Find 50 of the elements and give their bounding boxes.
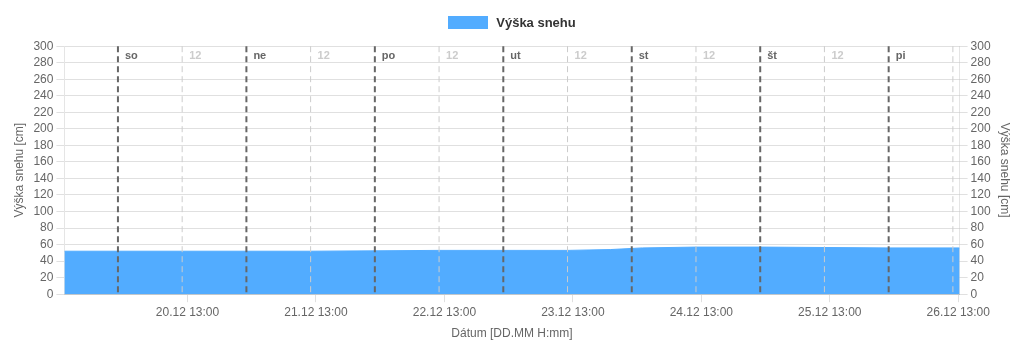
y2-tick-label: 220 bbox=[970, 104, 991, 119]
y2-tick-label: 280 bbox=[970, 55, 991, 70]
y2-tick-label: 100 bbox=[970, 203, 991, 218]
y2-tick-label: 300 bbox=[970, 38, 991, 53]
ref-line-label: pi bbox=[895, 48, 906, 61]
y2-tick-label: 80 bbox=[970, 220, 985, 235]
y-tick-label: 60 bbox=[40, 236, 54, 251]
ref-line-label: po bbox=[381, 48, 396, 61]
y2-tick-label: 240 bbox=[970, 88, 991, 103]
y2-tick-label: 180 bbox=[970, 137, 991, 152]
y-tick-label: 240 bbox=[33, 88, 54, 103]
y2-tick-label: 20 bbox=[970, 269, 985, 284]
x-axis-title: Dátum [DD.MM H:mm] bbox=[451, 326, 573, 341]
y2-tick-label: 260 bbox=[970, 71, 991, 86]
y-tick-label: 120 bbox=[33, 187, 54, 202]
y-tick-label: 180 bbox=[33, 137, 54, 152]
y-tick-label: 260 bbox=[33, 71, 54, 86]
x-tick-label: 25.12 13:00 bbox=[798, 304, 862, 319]
y-tick-label: 100 bbox=[33, 203, 54, 218]
legend-label: Výška snehu bbox=[496, 14, 576, 30]
y-tick-label: 220 bbox=[33, 104, 54, 119]
y2-axis-title: Výška snehu [cm] bbox=[998, 122, 1013, 218]
ref-line-label: št bbox=[767, 48, 778, 61]
y-tick-label: 20 bbox=[40, 269, 54, 284]
y2-tick-label: 0 bbox=[970, 286, 978, 301]
y-tick-label: 280 bbox=[33, 55, 54, 70]
y2-tick-label: 160 bbox=[970, 154, 991, 169]
y-axis-title: Výška snehu [cm] bbox=[11, 122, 26, 218]
y2-tick-label: 140 bbox=[970, 170, 991, 185]
y2-tick-label: 60 bbox=[970, 236, 985, 251]
x-tick-label: 26.12 13:00 bbox=[926, 304, 991, 319]
y2-tick-label: 200 bbox=[970, 121, 991, 136]
x-tick-label: 23.12 13:00 bbox=[541, 304, 605, 319]
y2-tick-label: 40 bbox=[970, 253, 985, 268]
ref-line-label: so bbox=[124, 48, 139, 61]
y-tick-label: 0 bbox=[46, 286, 54, 301]
y-tick-label: 300 bbox=[33, 38, 54, 53]
x-tick-label: 22.12 13:00 bbox=[412, 304, 477, 319]
x-tick-label: 21.12 13:00 bbox=[284, 304, 348, 319]
y-tick-label: 200 bbox=[33, 121, 54, 136]
x-tick-label: 24.12 13:00 bbox=[669, 304, 734, 319]
x-tick-label: 20.12 13:00 bbox=[155, 304, 220, 319]
y-tick-label: 80 bbox=[40, 220, 54, 235]
ref-line-label: st bbox=[638, 48, 649, 61]
y-tick-label: 40 bbox=[40, 253, 54, 268]
ref-line-label: ut bbox=[510, 48, 522, 61]
y-tick-label: 140 bbox=[33, 170, 54, 185]
ref-line-label: ne bbox=[253, 48, 267, 61]
y2-tick-label: 120 bbox=[970, 187, 991, 202]
y-tick-label: 160 bbox=[33, 154, 54, 169]
